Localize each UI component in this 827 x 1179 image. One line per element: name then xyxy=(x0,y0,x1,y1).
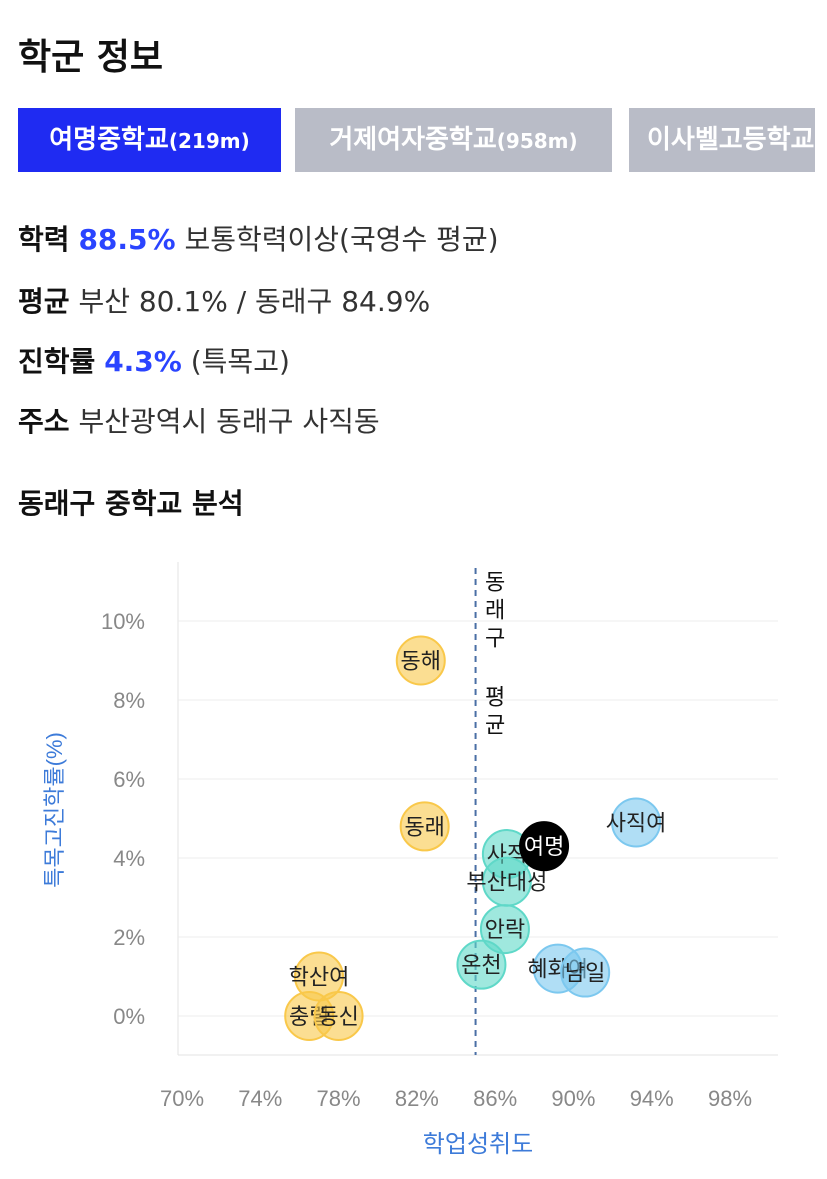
tab-school-1[interactable]: 거제여자중학교(958m) xyxy=(295,108,612,172)
info-advance-desc: (특목고) xyxy=(190,345,290,378)
x-tick-label: 78% xyxy=(317,1086,361,1111)
info-advance: 진학률 4.3% (특목고) xyxy=(18,340,290,380)
reference-line-label: 동래구 평균 xyxy=(481,570,506,741)
x-tick-label: 94% xyxy=(630,1086,674,1111)
tab-school-name: 거제여자중학교 xyxy=(329,125,497,155)
info-achievement-value: 88.5% xyxy=(78,223,176,256)
point-label: 동해 xyxy=(401,649,441,674)
x-tick-label: 74% xyxy=(238,1086,282,1111)
info-advance-label: 진학률 xyxy=(18,345,96,378)
section-title-analysis: 동래구 중학교 분석 xyxy=(18,487,244,520)
tab-school-0[interactable]: 여명중학교(219m) xyxy=(18,108,281,172)
x-axis-title: 학업성취도 xyxy=(423,1131,533,1158)
info-achievement-label: 학력 xyxy=(18,223,70,256)
tab-school-distance: (958m) xyxy=(496,129,578,153)
point-label: 남일 xyxy=(565,961,605,986)
point-label: 부산대성 xyxy=(466,870,547,895)
y-tick-label: 10% xyxy=(101,609,145,634)
tab-school-name: 이사벨고등학교 xyxy=(647,125,815,155)
info-average-label: 평균 xyxy=(18,285,70,318)
info-average: 평균 부산 80.1% / 동래구 84.9% xyxy=(18,280,430,320)
tab-school-2[interactable]: 이사벨고등학교 xyxy=(629,108,815,172)
info-address-text: 부산광역시 동래구 사직동 xyxy=(78,405,380,438)
x-tick-label: 70% xyxy=(160,1086,204,1111)
y-tick-label: 0% xyxy=(113,1004,145,1029)
tab-school-name: 여명중학교 xyxy=(49,125,169,155)
point-label: 동신 xyxy=(318,1004,358,1029)
point-label: 동래 xyxy=(404,814,444,839)
scatter-point xyxy=(560,947,611,998)
scatter-point xyxy=(395,635,446,686)
scatter-point xyxy=(479,904,530,955)
info-address-label: 주소 xyxy=(18,405,70,438)
y-tick-label: 2% xyxy=(113,925,145,950)
x-tick-label: 98% xyxy=(708,1086,752,1111)
school-tabs: 여명중학교(219m) 거제여자중학교(958m) 이사벨고등학교 xyxy=(18,108,815,172)
x-tick-label: 86% xyxy=(473,1086,517,1111)
scatter-point xyxy=(519,821,570,872)
section-title-school-info: 학군 정보 xyxy=(18,37,164,78)
point-label: 여명 xyxy=(524,834,564,859)
x-tick-label: 82% xyxy=(395,1086,439,1111)
point-label: 학산여 xyxy=(289,965,350,990)
point-label: 사직여 xyxy=(606,810,667,835)
y-tick-label: 8% xyxy=(113,688,145,713)
info-average-text: 부산 80.1% / 동래구 84.9% xyxy=(78,285,431,318)
scatter-point xyxy=(611,797,662,848)
x-tick-label: 90% xyxy=(551,1086,595,1111)
scatter-point xyxy=(399,801,450,852)
info-achievement: 학력 88.5% 보통학력이상(국영수 평균) xyxy=(18,218,499,258)
scatter-point xyxy=(313,991,364,1041)
y-tick-label: 6% xyxy=(113,767,145,792)
y-tick-label: 4% xyxy=(113,846,145,871)
y-axis-title: 특목고진학률(%) xyxy=(42,732,67,888)
scatter-point xyxy=(456,939,507,990)
point-label: 안락 xyxy=(485,917,525,942)
info-achievement-desc: 보통학력이상(국영수 평균) xyxy=(184,223,499,256)
point-label: 온천 xyxy=(461,953,501,978)
info-advance-value: 4.3% xyxy=(104,345,182,378)
tab-school-distance: (219m) xyxy=(168,129,250,153)
info-address: 주소 부산광역시 동래구 사직동 xyxy=(18,400,380,440)
